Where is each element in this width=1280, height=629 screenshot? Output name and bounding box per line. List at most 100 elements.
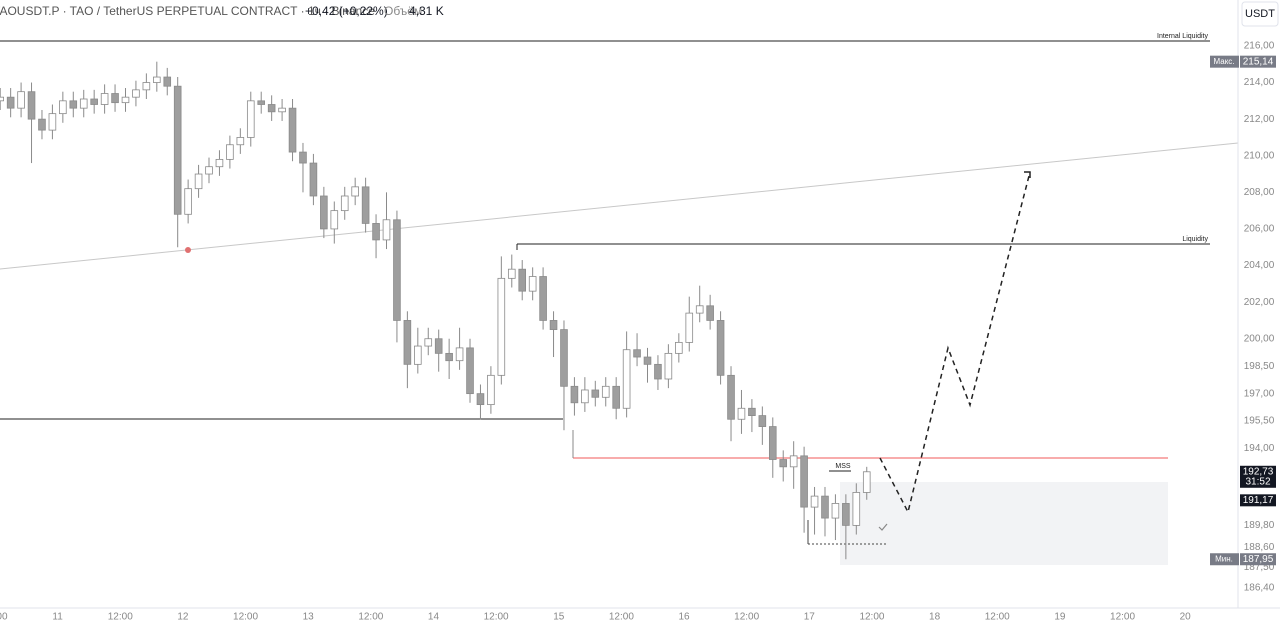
candle-body: [153, 76, 161, 83]
candle-body: [90, 98, 98, 105]
trend-line: [0, 142, 1239, 270]
x-tick-label: 13: [303, 612, 315, 623]
candle-body: [622, 349, 631, 409]
projection-path: [879, 171, 1031, 515]
x-tick-label: 19: [1054, 612, 1066, 623]
y-tick-label: 194,00: [1244, 443, 1275, 454]
candle-body: [142, 82, 151, 91]
y-tick-label: 212,00: [1244, 114, 1275, 125]
candle-body: [267, 104, 276, 113]
candle-body: [842, 503, 850, 526]
candle-body: [132, 89, 140, 98]
candle-body: [424, 338, 433, 347]
price-tag-box: [1210, 553, 1239, 566]
candle-body: [257, 100, 266, 105]
x-tick-label: 17: [804, 612, 816, 623]
candle-body: [789, 455, 798, 468]
y-tick-label: 187,50: [1244, 562, 1275, 573]
candles: [0, 61, 871, 560]
y-tick-label: 206,00: [1244, 224, 1275, 235]
zone-box: [840, 482, 1168, 565]
candle-body: [17, 91, 25, 109]
candle-body: [633, 349, 641, 358]
candle-body: [278, 107, 286, 113]
volume-label: Объём: [384, 4, 422, 18]
candle-body: [309, 162, 318, 197]
y-tick-label: 188,60: [1244, 542, 1275, 553]
candle-body: [0, 96, 5, 102]
candle-body: [487, 374, 495, 406]
candle-body: [184, 188, 192, 215]
candle-body: [601, 385, 610, 398]
candle-body: [299, 151, 307, 164]
candle-body: [518, 268, 527, 292]
candle-body: [862, 471, 871, 493]
candle-body: [852, 492, 861, 526]
x-tick-label: 12:00: [985, 612, 1010, 623]
candle-body: [727, 374, 735, 420]
symbol: TAOUSDT.P · TAO / TetherUS PERPETUAL CON…: [0, 4, 375, 18]
candle-body: [340, 195, 349, 212]
y-tick-label: 197,00: [1244, 388, 1275, 399]
candle-body: [27, 91, 36, 120]
currency-button[interactable]: [1241, 1, 1279, 27]
candle-body: [664, 352, 673, 380]
candle-body: [455, 347, 464, 362]
candle-body: [414, 345, 422, 365]
x-tick-label: 12:00: [609, 612, 634, 623]
candle-body: [768, 426, 777, 460]
candle-body: [570, 385, 579, 404]
candle-body: [612, 385, 620, 409]
candle-body: [69, 100, 78, 109]
price-label-box: [1240, 494, 1276, 507]
countdown: 31:52: [1245, 476, 1270, 487]
candle-body: [675, 341, 683, 354]
price-label: 215,14: [1243, 56, 1274, 67]
y-tick-label: 189,80: [1244, 520, 1275, 531]
price-label: 192,73: [1243, 466, 1274, 477]
candle-body: [685, 312, 694, 343]
y-tick-label: 210,00: [1244, 150, 1275, 161]
price-label-box: [1240, 55, 1276, 68]
candle-body: [361, 186, 370, 224]
candle-body: [330, 210, 339, 230]
candle-body: [48, 113, 57, 131]
price-tag: Мин.: [1215, 554, 1233, 563]
candle-body: [173, 85, 182, 215]
candle-body: [215, 158, 224, 168]
candle-body: [351, 186, 359, 197]
price-tag: Макс.: [1213, 57, 1234, 66]
x-tick-label: 15: [553, 612, 565, 623]
candle-body: [716, 320, 725, 376]
currency-label[interactable]: USDT: [1245, 8, 1275, 20]
x-tick-label: 12:00: [0, 612, 8, 623]
y-tick-label: 202,00: [1244, 297, 1275, 308]
candle-body: [800, 455, 808, 508]
candle-body: [434, 338, 443, 354]
candle-body: [246, 100, 255, 138]
y-tick-label: 214,00: [1244, 77, 1275, 88]
candle-body: [748, 407, 756, 416]
candle-body: [476, 393, 485, 406]
y-tick-label: 200,00: [1244, 333, 1275, 344]
candle-body: [38, 118, 46, 131]
candle-body: [445, 352, 453, 362]
price-label: 191,17: [1243, 495, 1274, 506]
x-tick-label: 16: [678, 612, 690, 623]
candle-body: [654, 363, 662, 380]
x-tick-label: 12:00: [358, 612, 383, 623]
candle-body: [581, 389, 589, 404]
candle-body: [560, 329, 568, 387]
candle-body: [205, 166, 213, 175]
check-icon: [878, 523, 888, 531]
candle-body: [382, 219, 391, 241]
candle-body: [528, 276, 537, 292]
candle-body: [226, 144, 234, 160]
candle-body: [810, 495, 819, 508]
y-tick-label: 208,00: [1244, 187, 1275, 198]
time-axis-bg: [0, 608, 1280, 629]
change: +0,42 (+0,22%): [305, 4, 388, 18]
x-tick-label: 11: [52, 612, 63, 623]
x-tick-label: 12:00: [859, 612, 884, 623]
